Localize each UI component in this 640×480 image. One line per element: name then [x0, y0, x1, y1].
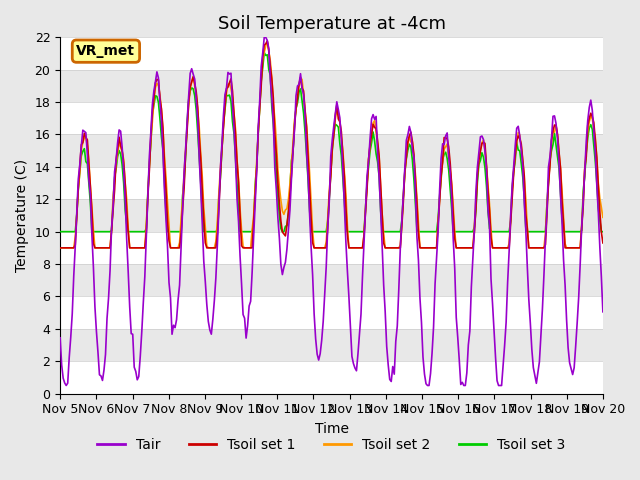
Bar: [60, 37, 603, 70]
Bar: [60, 70, 603, 102]
Title: Soil Temperature at -4cm: Soil Temperature at -4cm: [218, 15, 445, 33]
Bar: [60, 264, 603, 297]
Bar: [60, 134, 603, 167]
Y-axis label: Temperature (C): Temperature (C): [15, 159, 29, 272]
Legend: Tair, Tsoil set 1, Tsoil set 2, Tsoil set 3: Tair, Tsoil set 1, Tsoil set 2, Tsoil se…: [92, 433, 572, 458]
Bar: [60, 199, 603, 232]
Bar: [60, 102, 603, 134]
Bar: [60, 232, 603, 264]
Bar: [60, 329, 603, 361]
Bar: [60, 167, 603, 199]
Bar: [60, 297, 603, 329]
Text: VR_met: VR_met: [76, 44, 136, 58]
X-axis label: Time: Time: [314, 422, 349, 436]
Bar: [60, 361, 603, 394]
